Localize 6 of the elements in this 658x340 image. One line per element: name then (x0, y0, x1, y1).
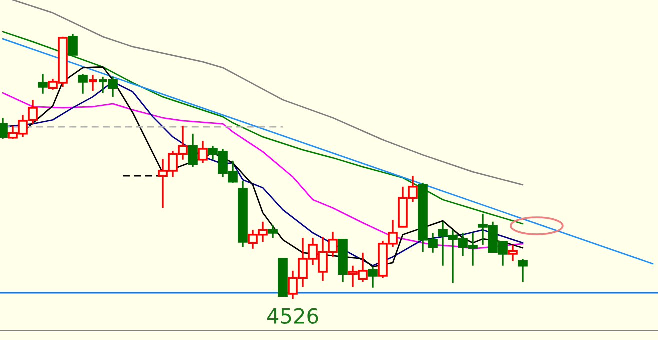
candlestick (88, 74, 98, 92)
candlestick (268, 224, 278, 239)
candlestick (508, 244, 518, 262)
text: 4526 (268, 308, 318, 324)
candlestick (238, 180, 248, 248)
candlestick (38, 73, 48, 95)
